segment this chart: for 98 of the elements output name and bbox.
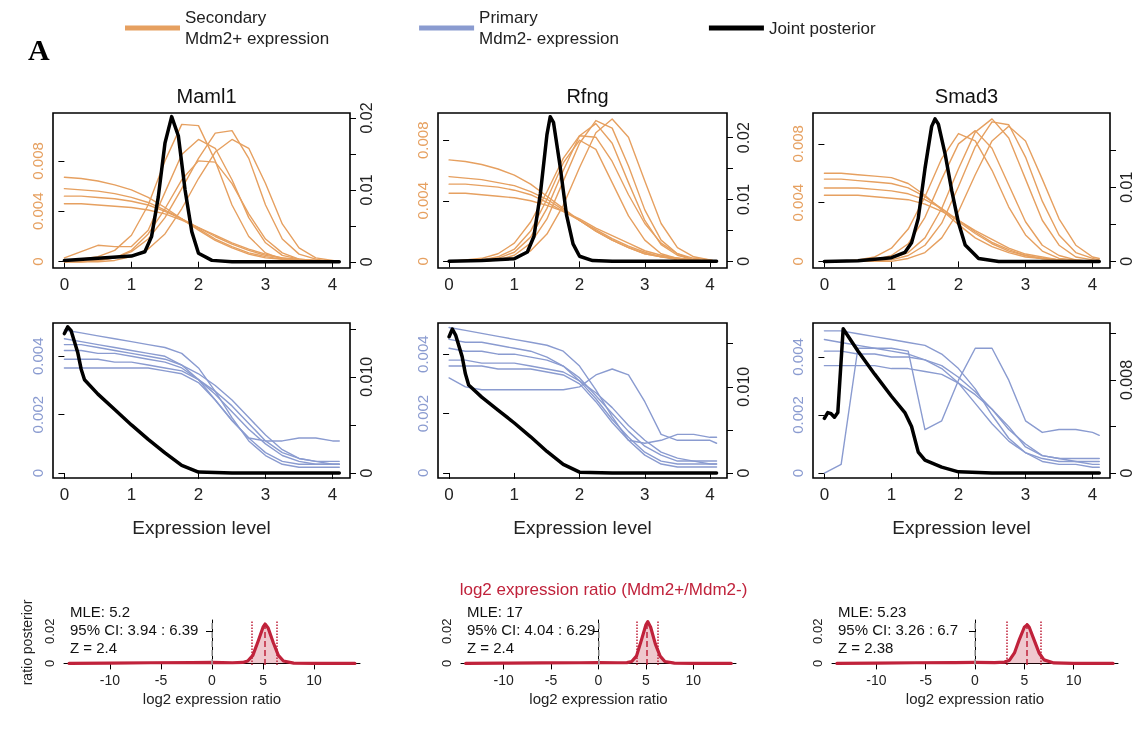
annotation: MLE: 17 — [467, 603, 523, 620]
x-tick-label: 3 — [640, 275, 650, 294]
x-axis-title: log2 expression ratio — [529, 690, 668, 707]
x-tick-label: 4 — [327, 485, 338, 504]
y-axis-title: ratio posterior — [19, 599, 35, 686]
y-tick-label: 0 — [789, 468, 806, 478]
x-tick-label: 4 — [327, 275, 338, 294]
y2-tick-label: 0 — [357, 468, 375, 478]
x-tick-label: -10 — [866, 672, 887, 688]
x-tick-label: 1 — [509, 275, 520, 294]
x-tick-label: 0 — [971, 672, 980, 688]
legend-label: Joint posterior — [768, 18, 877, 38]
y-tick-label: 0.008 — [414, 121, 431, 160]
y-tick-label: 0.008 — [789, 125, 806, 163]
x-axis-title: Expression level — [513, 517, 652, 538]
x-tick-label: 5 — [642, 672, 651, 688]
y-tick-label: 0 — [414, 468, 431, 478]
y-tick-label: 0.02 — [42, 618, 57, 644]
x-tick-label: 5 — [259, 672, 268, 688]
annotation: MLE: 5.2 — [70, 603, 131, 620]
x-tick-label: 10 — [1065, 672, 1082, 688]
y-tick-label: 0.004 — [789, 338, 806, 376]
chart-title: Rfng — [566, 85, 609, 107]
x-tick-label: 1 — [126, 275, 137, 294]
y2-tick-label: 0.008 — [1117, 359, 1135, 400]
legend-label: Primary Mdm2- expression — [479, 8, 619, 48]
annotation: 95% CI: 3.26 : 6.7 — [838, 621, 959, 638]
annotation: 95% CI: 3.94 : 6.39 — [70, 621, 199, 638]
x-tick-label: 3 — [260, 485, 271, 504]
chart-title: Maml1 — [176, 85, 237, 107]
annotation: 95% CI: 4.04 : 6.29 — [467, 621, 596, 638]
chart-title: log2 expression ratio (Mdm2+/Mdm2-) — [459, 580, 748, 599]
x-axis-title: log2 expression ratio — [905, 690, 1045, 707]
y2-tick-label: 0 — [357, 257, 375, 267]
x-tick-label: 2 — [953, 275, 964, 294]
y2-tick-label: 0 — [1117, 468, 1135, 478]
y2-tick-label: 0.010 — [357, 356, 375, 397]
y2-tick-label: 0.01 — [357, 174, 375, 206]
y-tick-label: 0 — [29, 257, 46, 266]
y-tick-label: 0.004 — [29, 192, 46, 231]
x-tick-label: 2 — [574, 275, 585, 294]
x-tick-label: 2 — [193, 485, 204, 504]
x-tick-label: 3 — [1020, 275, 1031, 294]
y2-tick-label: 0 — [734, 256, 752, 266]
x-tick-label: 2 — [193, 275, 204, 294]
annotation: MLE: 5.23 — [838, 603, 907, 620]
x-axis-title: log2 expression ratio — [142, 690, 282, 707]
x-tick-label: 4 — [705, 275, 715, 294]
x-tick-label: 3 — [640, 485, 650, 504]
y-tick-label: 0.004 — [29, 337, 46, 376]
x-tick-label: 0 — [59, 485, 70, 504]
y-tick-label: 0.002 — [414, 394, 431, 433]
legend-label: Secondary Mdm2+ expression — [185, 8, 330, 48]
y2-tick-label: 0 — [734, 468, 752, 478]
x-tick-label: -5 — [544, 672, 558, 688]
x-tick-label: 1 — [886, 485, 897, 504]
annotation: Z = 2.38 — [838, 639, 894, 656]
x-tick-label: 4 — [1087, 275, 1098, 294]
y-tick-label: 0.002 — [789, 396, 806, 434]
x-axis-title: Expression level — [892, 517, 1031, 538]
x-tick-label: 4 — [705, 485, 715, 504]
y2-tick-label: 0.02 — [734, 122, 752, 154]
y2-tick-label: 0 — [1117, 256, 1135, 266]
x-tick-label: 5 — [1020, 672, 1029, 688]
x-tick-label: 3 — [260, 275, 271, 294]
y-tick-label: 0 — [29, 468, 46, 478]
chart-title: Smad3 — [934, 85, 999, 107]
text: A — [28, 32, 50, 66]
y-tick-label: 0.004 — [789, 183, 806, 222]
y-tick-label: 0.002 — [29, 395, 46, 434]
x-tick-label: 0 — [594, 672, 603, 688]
y2-tick-label: 0.02 — [357, 102, 375, 134]
x-tick-label: 2 — [953, 485, 964, 504]
x-tick-label: -10 — [493, 672, 514, 688]
y-tick-label: 0 — [414, 257, 431, 266]
x-tick-label: 3 — [1020, 485, 1031, 504]
y2-tick-label: 0.01 — [734, 183, 752, 216]
x-tick-label: -5 — [919, 672, 933, 688]
x-tick-label: 2 — [574, 485, 585, 504]
x-tick-label: 1 — [126, 485, 137, 504]
annotation: Z = 2.4 — [70, 639, 118, 656]
y-tick-label: 0 — [789, 257, 806, 266]
x-tick-label: 10 — [685, 672, 702, 688]
x-tick-label: 1 — [509, 485, 520, 504]
y-tick-label: 0.004 — [414, 182, 431, 220]
y-tick-label: 0.008 — [29, 142, 46, 180]
x-tick-label: 1 — [886, 275, 897, 294]
x-tick-label: -5 — [154, 672, 168, 688]
x-axis-title: Expression level — [132, 517, 271, 538]
y2-tick-label: 0.010 — [734, 366, 752, 407]
x-tick-label: 4 — [1087, 485, 1098, 504]
y-tick-label: 0.004 — [414, 335, 431, 373]
y2-tick-label: 0.01 — [1117, 171, 1135, 203]
x-tick-label: 0 — [208, 672, 217, 688]
x-tick-label: 0 — [59, 275, 70, 294]
x-tick-label: 10 — [306, 672, 323, 688]
annotation: Z = 2.4 — [467, 639, 515, 656]
x-tick-label: -10 — [99, 672, 121, 688]
